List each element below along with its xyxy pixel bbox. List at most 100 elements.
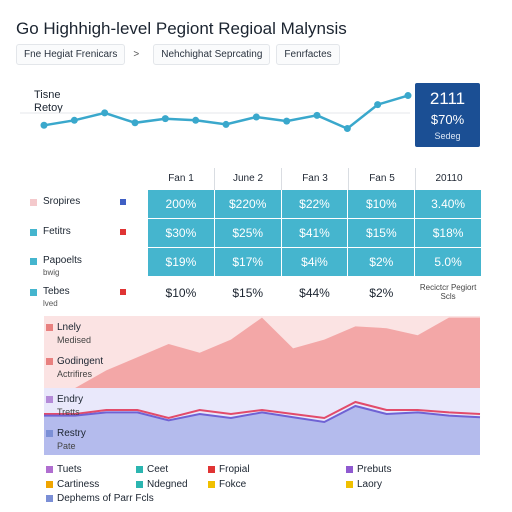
area-label-sub: Tretts (57, 407, 80, 417)
table-row[interactable]: $30% $25% $41% $15% $18% (148, 219, 482, 248)
chevron-right-icon: > (133, 49, 140, 60)
column-header[interactable]: Fan 3 (281, 168, 348, 190)
area-label-main: Lnely (57, 322, 81, 333)
spark-point[interactable] (161, 115, 169, 123)
spark-point[interactable] (374, 101, 382, 109)
area-label-main: Endry (57, 394, 84, 405)
row-label-text: Papoelts bwig (43, 255, 126, 279)
table-cell: $19% (148, 248, 214, 276)
row-label-text: Fetitrs (43, 226, 120, 238)
table-row[interactable]: $19% $17% $4i% $2% 5.0% (148, 248, 482, 277)
page-title: Go Highhigh-level Pegiont Regioal Malyns… (16, 19, 347, 38)
row-label-text: Tebes lved (43, 286, 120, 310)
breadcrumb: Fne Hegiat Frenicars > Nehchighat Seprca… (16, 44, 340, 65)
row-marker (120, 229, 126, 235)
table-cell: $17% (214, 248, 281, 276)
area-series-line[interactable] (44, 404, 481, 424)
row-swatch (30, 289, 37, 296)
spark-point[interactable] (283, 117, 291, 125)
table-cell: $44% (281, 277, 348, 305)
legend-label: Prebuts (357, 464, 392, 475)
area-label: Restry Pate (46, 428, 86, 453)
row-swatch (30, 199, 37, 206)
spark-point[interactable] (343, 125, 351, 133)
legend-item[interactable]: Tuets (46, 464, 82, 475)
table-cell: $2% (348, 248, 415, 276)
table-cell: 200% (148, 190, 214, 218)
table-header: Fan 1 June 2 Fan 3 Fan 5 20110 (148, 168, 482, 190)
spark-point[interactable] (40, 121, 48, 129)
legend-swatch (346, 481, 353, 488)
legend-label: Laory (357, 479, 383, 490)
column-header[interactable]: 20110 (415, 168, 482, 190)
legend-swatch (136, 466, 143, 473)
area-series-top[interactable] (44, 317, 480, 388)
row-label-sub: lved (43, 299, 58, 308)
table-cell: 5.0% (415, 248, 481, 276)
legend-item[interactable]: Fropial (208, 464, 250, 475)
spark-point[interactable] (222, 120, 230, 128)
spark-label-line: Retoy (34, 102, 63, 114)
table-cell: 3.40% (415, 190, 481, 218)
column-header[interactable]: June 2 (214, 168, 281, 190)
data-table: Fan 1 June 2 Fan 3 Fan 5 20110 200% $220%… (148, 168, 482, 306)
table-cell: $15% (348, 219, 415, 247)
legend-item[interactable]: Ceet (136, 464, 168, 475)
legend-item[interactable]: Laory (346, 479, 382, 490)
table-row[interactable]: 200% $220% $22% $10% 3.40% (148, 190, 482, 219)
legend-label: Tuets (57, 464, 82, 475)
spark-point[interactable] (70, 116, 78, 124)
legend-item[interactable]: Fokce (208, 479, 246, 490)
row-label: Papoelts bwig (30, 255, 126, 279)
legend-label: Fropial (219, 464, 250, 475)
spark-point[interactable] (101, 109, 109, 117)
spark-point[interactable] (131, 119, 139, 127)
area-label-main: Godingent (57, 356, 104, 367)
table-cell: $2% (348, 277, 415, 305)
table-cell: $15% (214, 277, 281, 305)
table-cell: $4i% (281, 248, 348, 276)
area-label-sub: Actrifires (57, 369, 93, 379)
spark-point[interactable] (192, 116, 200, 124)
spark-point[interactable] (313, 111, 321, 119)
legend-item[interactable]: Prebuts (346, 464, 391, 475)
row-label: Fetitrs (30, 226, 126, 238)
legend-swatch (46, 481, 53, 488)
legend-swatch (346, 466, 353, 473)
row-marker (120, 289, 126, 295)
area-label: Godingent Actrifires (46, 356, 103, 381)
area-label-swatch (46, 357, 53, 365)
row-swatch (30, 258, 37, 265)
spark-point[interactable] (252, 113, 260, 121)
kpi-card[interactable]: 2111 $70% Sedeg (415, 83, 480, 147)
legend-label: Dephems of Parr Fcls (57, 493, 154, 504)
area-label-swatch (46, 323, 53, 331)
breadcrumb-item[interactable]: Fne Hegiat Frenicars (16, 44, 126, 65)
legend-item[interactable]: Cartiness (46, 479, 99, 490)
area-label: Endry Tretts (46, 394, 83, 419)
row-marker (120, 199, 126, 205)
area-series-line[interactable] (44, 400, 481, 420)
area-label-main: Restry (57, 428, 86, 439)
legend-item[interactable]: Ndegned (136, 479, 188, 490)
legend-label: Ceet (147, 464, 169, 475)
kpi-caption: Sedeg (434, 131, 461, 141)
table-cell: $220% (214, 190, 281, 218)
table-cell: $18% (415, 219, 481, 247)
area-series-bottom[interactable] (44, 406, 480, 455)
row-label-main: Tebes (43, 286, 70, 297)
legend-item[interactable]: Dephems of Parr Fcls (46, 493, 154, 504)
spark-point[interactable] (404, 92, 412, 100)
table-row[interactable]: $10% $15% $44% $2% Recictcr Pegiort Scls (148, 277, 482, 306)
column-header[interactable]: Fan 1 (168, 173, 194, 184)
breadcrumb-item[interactable]: Fenrfactes (276, 44, 340, 65)
legend-label: Cartiness (57, 479, 100, 490)
breadcrumb-item[interactable]: Nehchighat Seprcating (153, 44, 271, 65)
area-label-swatch (46, 395, 53, 403)
column-header[interactable]: Fan 5 (348, 168, 415, 190)
kpi-percent: $70% (430, 112, 465, 127)
row-label-sub: bwig (43, 268, 60, 277)
legend-swatch (208, 466, 215, 473)
legend-label: Fokce (219, 479, 247, 490)
